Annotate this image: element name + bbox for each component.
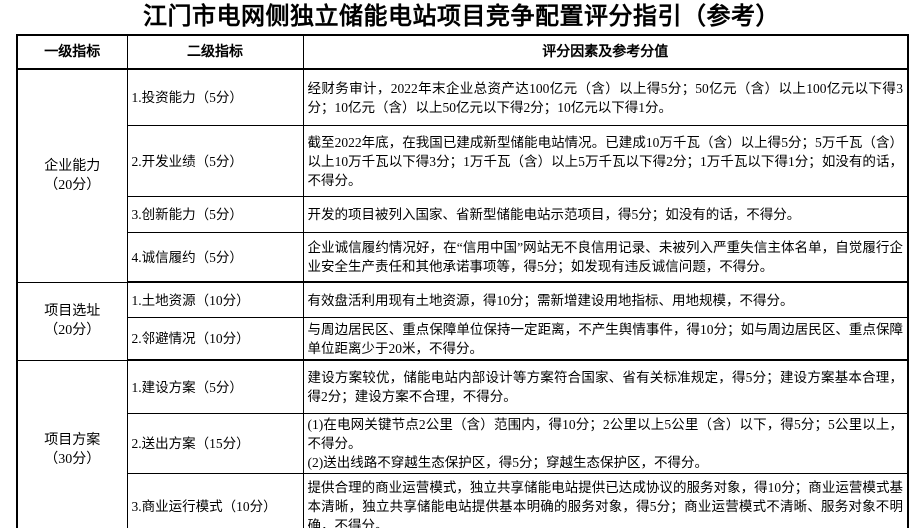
column-header-level1-indicator: 一级指标: [16, 34, 128, 70]
column-header-level2-indicator: 二级指标: [126, 34, 304, 70]
indicator-cell: 1.建设方案（5分）: [126, 359, 304, 414]
category-score: （30分）: [44, 451, 101, 467]
criteria-cell: 开发的项目被列入国家、省新型储能电站示范项目，得5分；如没有的话，不得分。: [302, 196, 909, 233]
table-row: 2.开发业绩（5分） 截至2022年底，在我国已建成新型储能电站情况。已建成10…: [17, 125, 909, 197]
indicator-cell: 3.创新能力（5分）: [126, 196, 304, 233]
table-row: 项目选址 （20分） 1.土地资源（10分） 有效盘活利用现有土地资源，得10分…: [16, 281, 909, 361]
criteria-cell: 经财务审计，2022年末企业总资产达100亿元（含）以上得5分；50亿元（含）以…: [302, 68, 909, 126]
scoring-table: 一级指标 二级指标 评分因素及参考分值 企业能力 （20分） 1.投资能力（5分…: [16, 34, 909, 528]
table-row: 企业能力 （20分） 1.投资能力（5分） 经财务审计，2022年末企业总资产达…: [16, 68, 909, 283]
criteria-cell: 与周边居民区、重点保障单位保持一定距离，不产生舆情事件，得10分；如与周边居民区…: [302, 317, 909, 361]
table-header-row: 一级指标 二级指标 评分因素及参考分值: [16, 34, 909, 70]
category-cell-project-plan: 项目方案 （30分）: [16, 359, 128, 528]
category-name: 项目选址: [44, 304, 101, 319]
table-row: 4.诚信履约（5分） 企业诚信履约情况好，在“信用中国”网站无不良信用记录、未被…: [17, 232, 909, 283]
indicator-cell: 2.邻避情况（10分）: [126, 317, 304, 361]
table-row: 项目方案 （30分） 1.建设方案（5分） 建设方案较优，储能电站内部设计等方案…: [16, 359, 909, 528]
category-name: 项目方案: [44, 432, 101, 448]
category-score: （20分）: [44, 323, 101, 338]
table-row: 2.邻避情况（10分） 与周边居民区、重点保障单位保持一定距离，不产生舆情事件，…: [17, 317, 909, 361]
indicator-cell: 4.诚信履约（5分）: [126, 232, 304, 283]
category-cell-enterprise-capability: 企业能力 （20分）: [16, 68, 128, 283]
criteria-cell: 有效盘活利用现有土地资源，得10分；需新增建设用地指标、用地规模，不得分。: [302, 281, 909, 318]
page-title: 江门市电网侧独立储能电站项目竞争配置评分指引（参考）: [143, 4, 780, 30]
indicator-cell: 2.送出方案（15分）: [126, 413, 304, 474]
criteria-cell: 截至2022年底，在我国已建成新型储能电站情况。已建成10万千瓦（含）以上得5分…: [302, 125, 909, 197]
indicator-cell: 1.土地资源（10分）: [126, 281, 304, 318]
criteria-cell: 建设方案较优，储能电站内部设计等方案符合国家、省有关标准规定，得5分；建设方案基…: [302, 359, 909, 414]
indicator-cell: 2.开发业绩（5分）: [126, 125, 304, 197]
category-score: （20分）: [44, 177, 101, 193]
column-header-scoring-factors: 评分因素及参考分值: [302, 34, 909, 70]
indicator-cell: 1.投资能力（5分）: [126, 68, 304, 126]
criteria-cell: 企业诚信履约情况好，在“信用中国”网站无不良信用记录、未被列入严重失信主体名单，…: [302, 232, 909, 283]
criteria-cell: (1)在电网关键节点2公里（含）范围内，得10分；2公里以上5公里（含）以下，得…: [302, 413, 909, 474]
table-row: 2.送出方案（15分） (1)在电网关键节点2公里（含）范围内，得10分；2公里…: [17, 413, 909, 474]
indicator-cell: 3.商业运行模式（10分）: [126, 473, 304, 528]
criteria-cell: 提供合理的商业运营模式，独立共享储能电站提供已达成协议的服务对象，得10分；商业…: [302, 473, 909, 528]
table-row: 3.商业运行模式（10分） 提供合理的商业运营模式，独立共享储能电站提供已达成协…: [17, 473, 909, 528]
table-row: 3.创新能力（5分） 开发的项目被列入国家、省新型储能电站示范项目，得5分；如没…: [17, 196, 909, 233]
category-cell-project-siting: 项目选址 （20分）: [16, 281, 128, 361]
category-name: 企业能力: [44, 158, 101, 174]
